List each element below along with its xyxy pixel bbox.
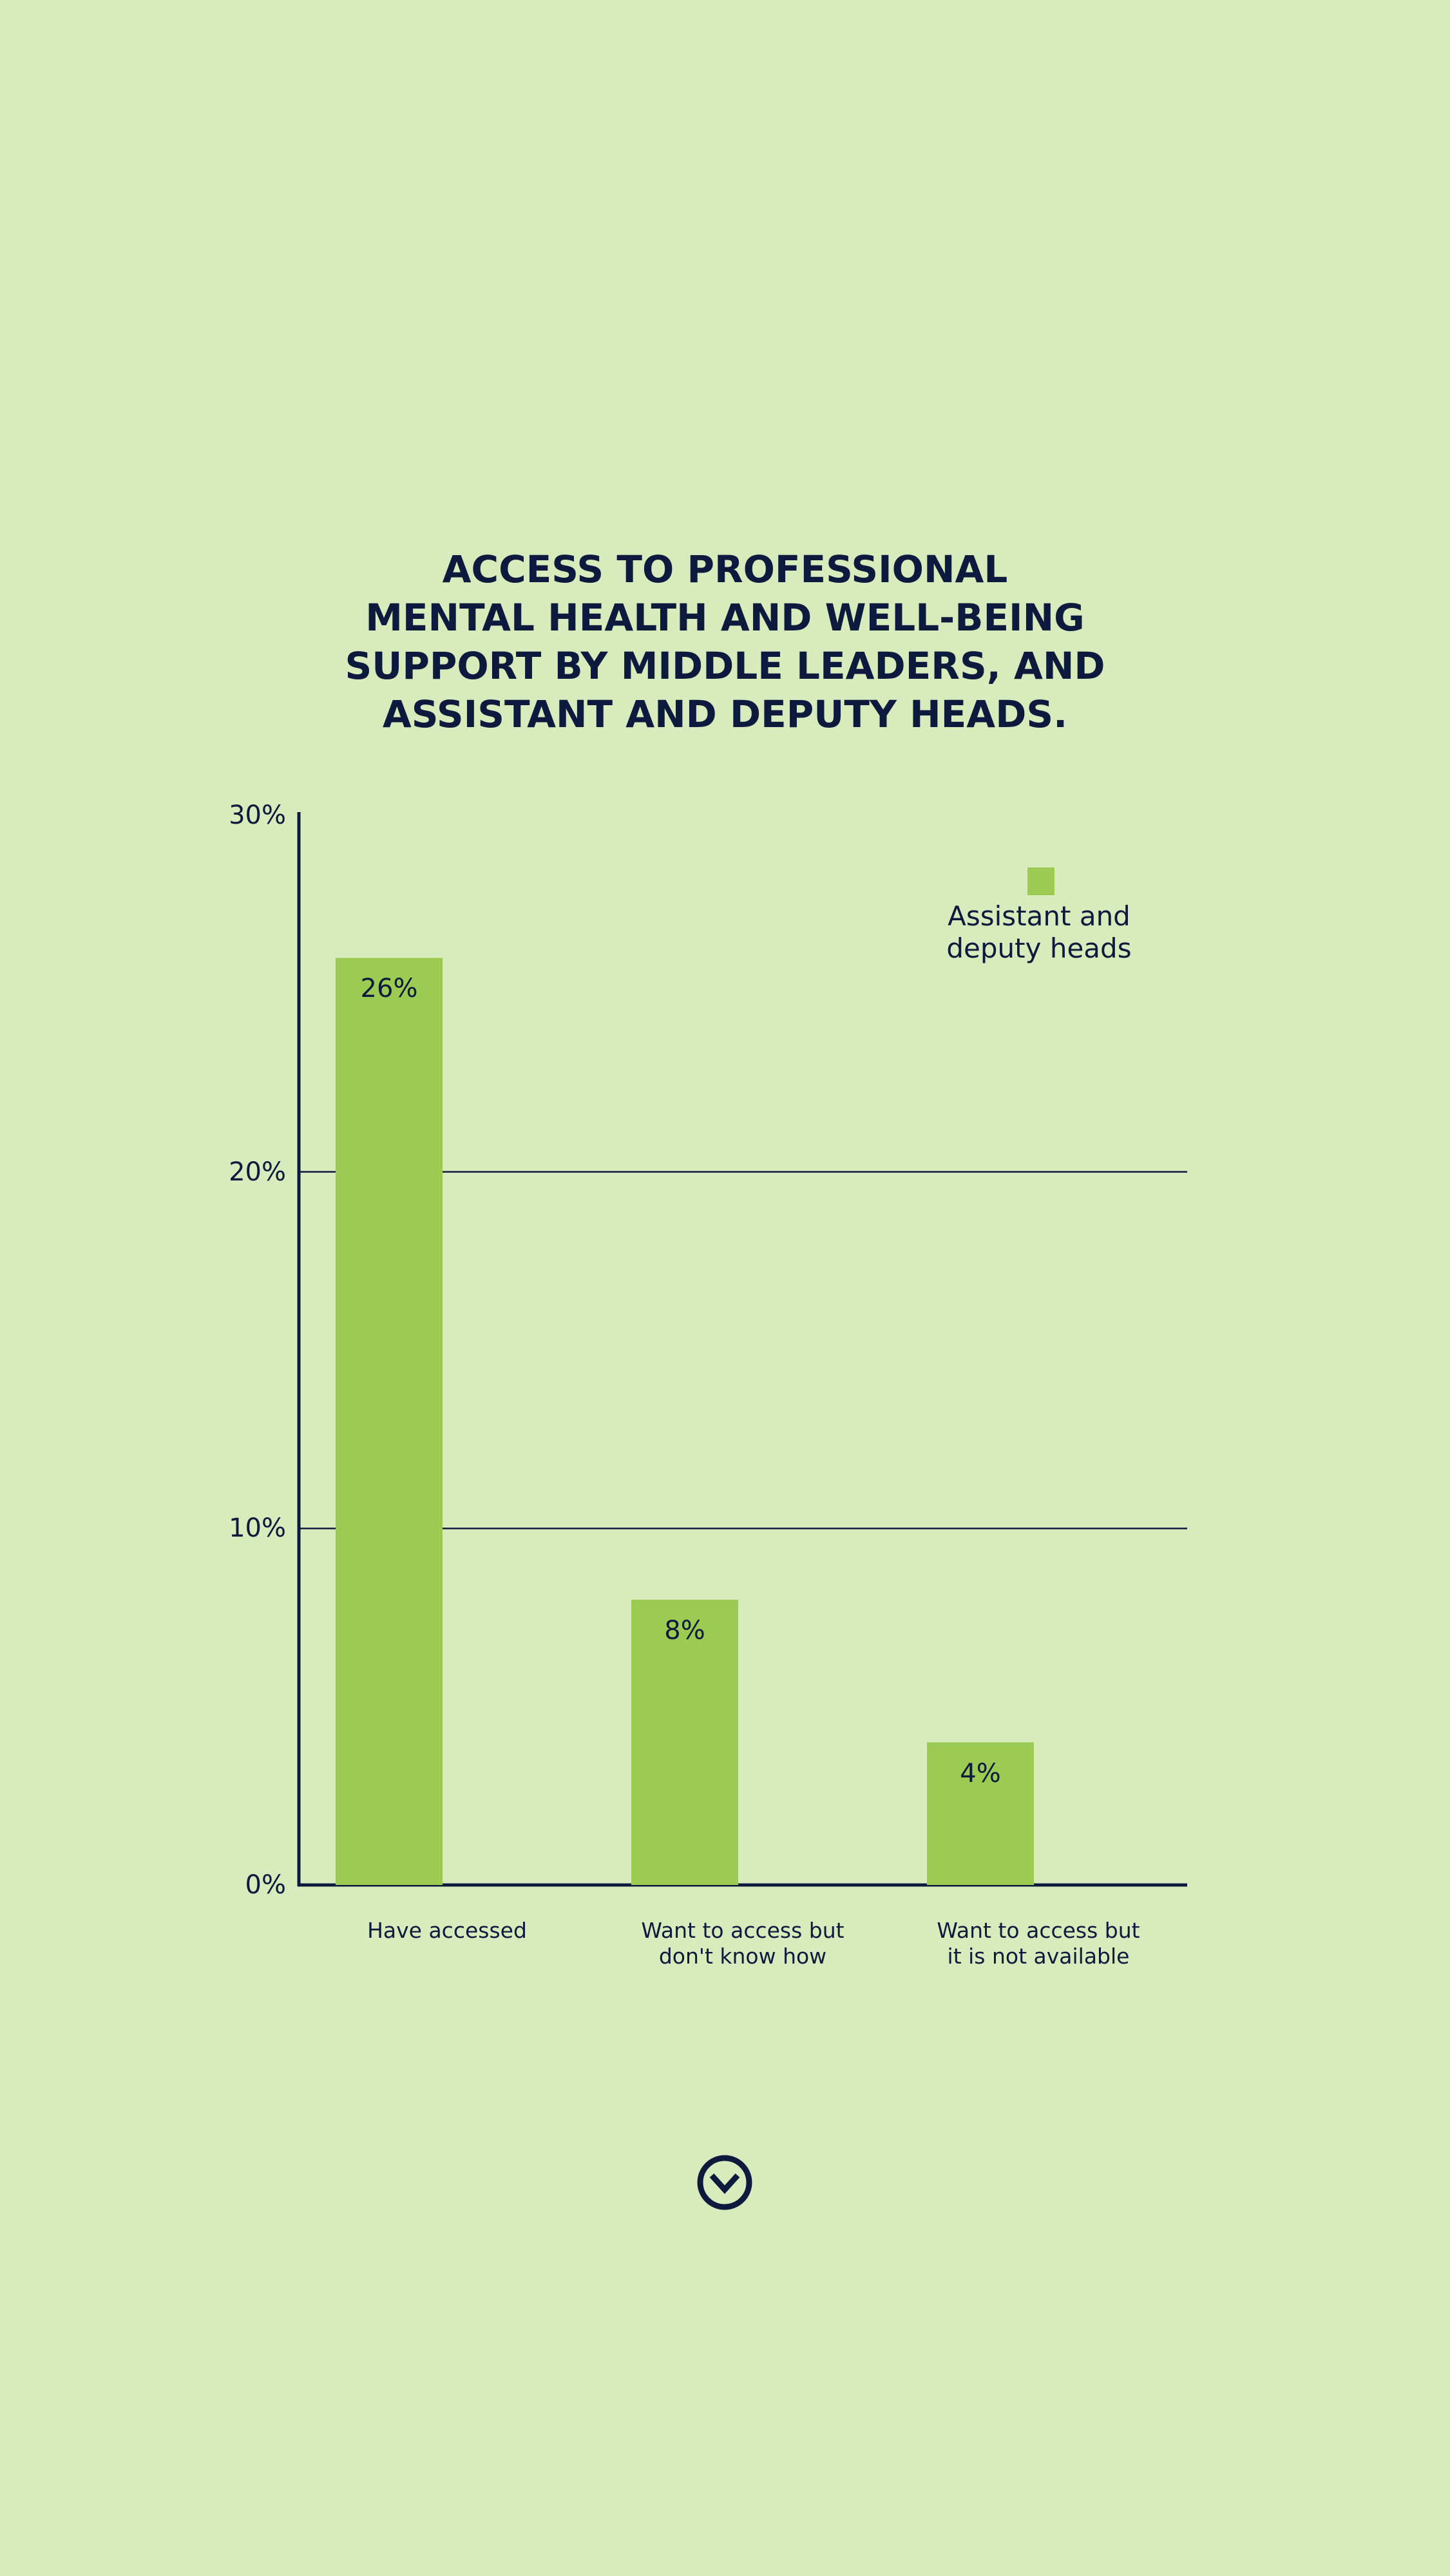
x-tick-label: Want to access but it is not available — [937, 1918, 1140, 1969]
value-label: 26% — [360, 974, 418, 1004]
chart-title: ASSISTANT AND DEPUTY HEADS. — [382, 692, 1068, 736]
y-tick-label: 30% — [229, 800, 286, 830]
legend-swatch — [1027, 867, 1054, 895]
bar — [927, 1742, 1034, 1885]
chart-title: SUPPORT BY MIDDLE LEADERS, AND — [345, 644, 1105, 688]
value-label: 8% — [664, 1616, 705, 1646]
scroll-down-icon[interactable] — [697, 2155, 752, 2210]
x-tick-label: Have accessed — [367, 1918, 527, 1943]
y-tick-label: 20% — [229, 1157, 286, 1187]
value-label: 4% — [960, 1758, 1001, 1788]
y-tick-label: 0% — [245, 1870, 286, 1900]
bar — [631, 1600, 738, 1885]
y-tick-label: 10% — [229, 1513, 286, 1544]
chart-title: MENTAL HEALTH AND WELL-BEING — [365, 596, 1085, 639]
bar — [336, 958, 443, 1885]
x-tick-label: Want to access but don't know how — [641, 1918, 844, 1969]
chart-title: ACCESS TO PROFESSIONAL — [442, 547, 1008, 591]
legend-label: Assistant and deputy heads — [946, 900, 1132, 965]
